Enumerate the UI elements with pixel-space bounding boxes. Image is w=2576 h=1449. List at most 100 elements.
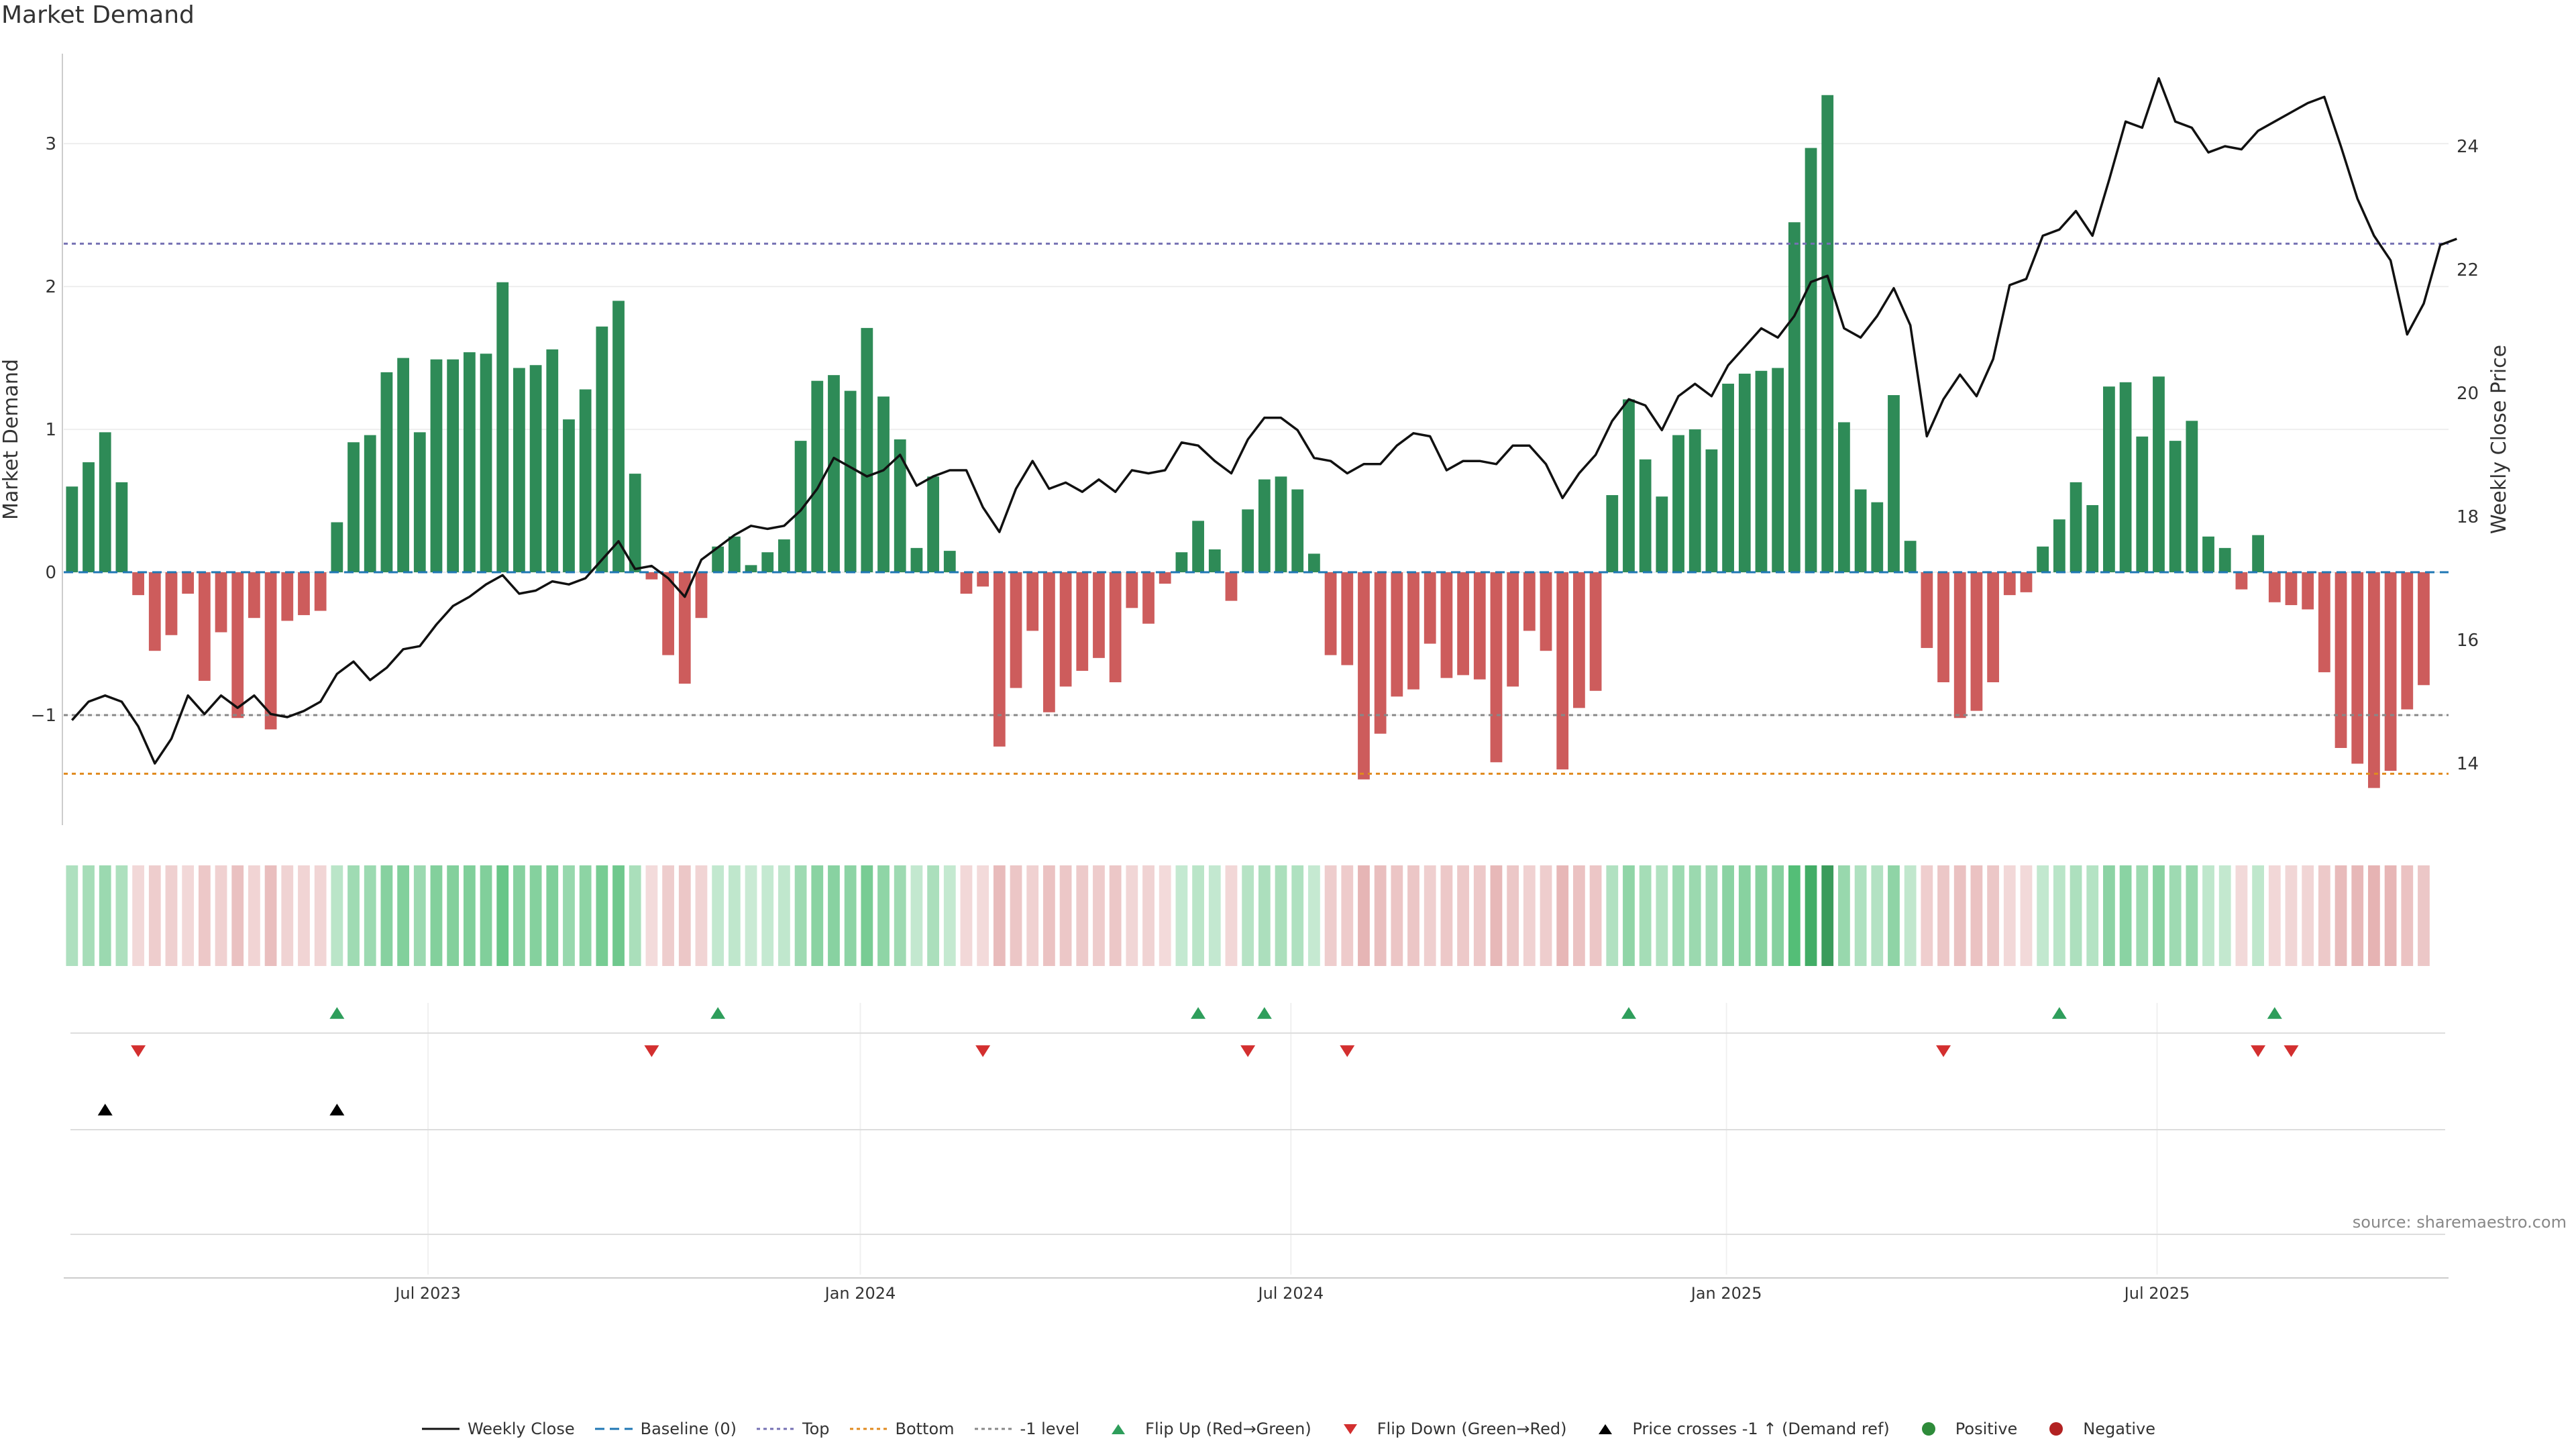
heat-strip-cell — [1904, 865, 1917, 966]
heat-strip-cell — [2368, 865, 2380, 966]
heat-strip-cell — [2235, 865, 2248, 966]
heat-strip-cell — [2285, 865, 2298, 966]
heat-strip-cell — [2037, 865, 2049, 966]
heat-strip-cell — [1010, 865, 1022, 966]
demand-bar — [1076, 572, 1089, 671]
heat-strip-cell — [1109, 865, 1122, 966]
heat-strip-cell — [2252, 865, 2264, 966]
demand-bar — [1059, 572, 1072, 687]
heat-strip-cell — [447, 865, 460, 966]
demand-bar — [1788, 222, 1801, 573]
heat-strip-cell — [1722, 865, 1734, 966]
demand-bar — [264, 572, 277, 730]
heat-strip-cell — [1821, 865, 1834, 966]
heat-strip-cell — [1805, 865, 1817, 966]
x-tick-label: Jan 2024 — [824, 1284, 896, 1303]
demand-bar — [2070, 482, 2082, 573]
demand-bar — [927, 476, 939, 573]
demand-bar — [1606, 495, 1619, 573]
demand-bar — [712, 546, 724, 573]
flip-down-marker — [1240, 1045, 1256, 1057]
left-tick-label: 2 — [45, 277, 56, 297]
heat-strip-cell — [712, 865, 724, 966]
demand-bar — [612, 301, 625, 573]
heat-strip-cell — [1324, 865, 1337, 966]
legend-swatch-dotted-line — [849, 1428, 888, 1430]
heat-strip-cell — [960, 865, 973, 966]
heat-strip-cell — [198, 865, 211, 966]
demand-bar — [66, 486, 78, 573]
heat-strip-cell — [910, 865, 923, 966]
demand-bar — [596, 326, 608, 573]
demand-bar — [1208, 549, 1221, 573]
demand-bar — [1573, 572, 1585, 708]
legend-label: Baseline (0) — [640, 1419, 737, 1438]
chart-legend: Weekly Close Baseline (0) Top Bottom -1 leve… — [0, 1419, 2576, 1441]
heat-strip-cell — [1921, 865, 1933, 966]
heat-strip-cell — [331, 865, 343, 966]
heat-strip-cell — [182, 865, 195, 966]
demand-bar — [1175, 552, 1188, 573]
demand-bar — [364, 435, 376, 573]
heat-strip-cell — [1854, 865, 1867, 966]
demand-bar — [1556, 572, 1569, 769]
heat-strip-cell — [1705, 865, 1718, 966]
demand-bar — [1623, 399, 1635, 573]
demand-bar — [2285, 572, 2298, 606]
demand-bar — [2053, 519, 2065, 573]
flip-down-marker — [644, 1045, 659, 1057]
heat-strip-cell — [380, 865, 393, 966]
heat-strip-cell — [513, 865, 525, 966]
demand-bar — [1838, 422, 1850, 573]
heat-strip-cell — [761, 865, 774, 966]
heat-strip-cell — [463, 865, 476, 966]
demand-bar — [198, 572, 211, 681]
legend-swatch-circle — [2049, 1422, 2063, 1436]
legend-label: Negative — [2083, 1419, 2156, 1438]
heat-strip-cell — [1391, 865, 1403, 966]
demand-bar — [910, 547, 923, 573]
demand-bar — [2037, 546, 2049, 573]
demand-bar — [1473, 572, 1486, 680]
heat-strip-cell — [2401, 865, 2414, 966]
heat-strip-cell — [1308, 865, 1320, 966]
x-tick-label: Jul 2025 — [2123, 1284, 2190, 1303]
heat-strip-cell — [1358, 865, 1370, 966]
heat-strip-cell — [1540, 865, 1552, 966]
legend-swatch-dotted-line — [974, 1428, 1012, 1430]
demand-bar — [413, 432, 426, 573]
weekly-close-line — [70, 77, 2457, 765]
heat-strip-cell — [1507, 865, 1519, 966]
demand-bar — [1225, 572, 1238, 601]
demand-bar — [1904, 541, 1917, 573]
heat-strip-cell — [1159, 865, 1171, 966]
heat-strip-cell — [2153, 865, 2165, 966]
flip-up-marker — [2051, 1007, 2067, 1019]
heat-strip-cell — [1026, 865, 1039, 966]
legend-item: Bottom — [849, 1419, 955, 1438]
flip-down-marker — [131, 1045, 146, 1057]
demand-bar — [480, 354, 492, 573]
demand-bar — [2202, 536, 2214, 573]
legend-label: Price crosses -1 ↑ (Demand ref) — [1632, 1419, 1890, 1438]
heat-strip-cell — [1573, 865, 1585, 966]
legend-swatch-solid-line — [421, 1428, 460, 1430]
demand-bar — [1407, 572, 1419, 690]
demand-bar — [645, 572, 658, 580]
heat-strip-cell — [264, 865, 277, 966]
demand-bar — [132, 572, 144, 596]
heat-strip-cell — [745, 865, 757, 966]
demand-bar — [1507, 572, 1519, 687]
demand-bar — [1738, 374, 1751, 573]
legend-item: Positive — [1909, 1419, 2017, 1438]
heat-strip-cell — [2302, 865, 2314, 966]
heat-strip-cell — [99, 865, 111, 966]
heat-strip-cell — [993, 865, 1006, 966]
demand-bar — [1142, 572, 1155, 624]
demand-bar — [529, 365, 542, 573]
heat-strip-cell — [66, 865, 78, 966]
heat-strip-cell — [2418, 865, 2430, 966]
legend-swatch-triangle-up — [1599, 1424, 1613, 1434]
heat-strip-cell — [1738, 865, 1751, 966]
demand-bar — [115, 482, 128, 573]
